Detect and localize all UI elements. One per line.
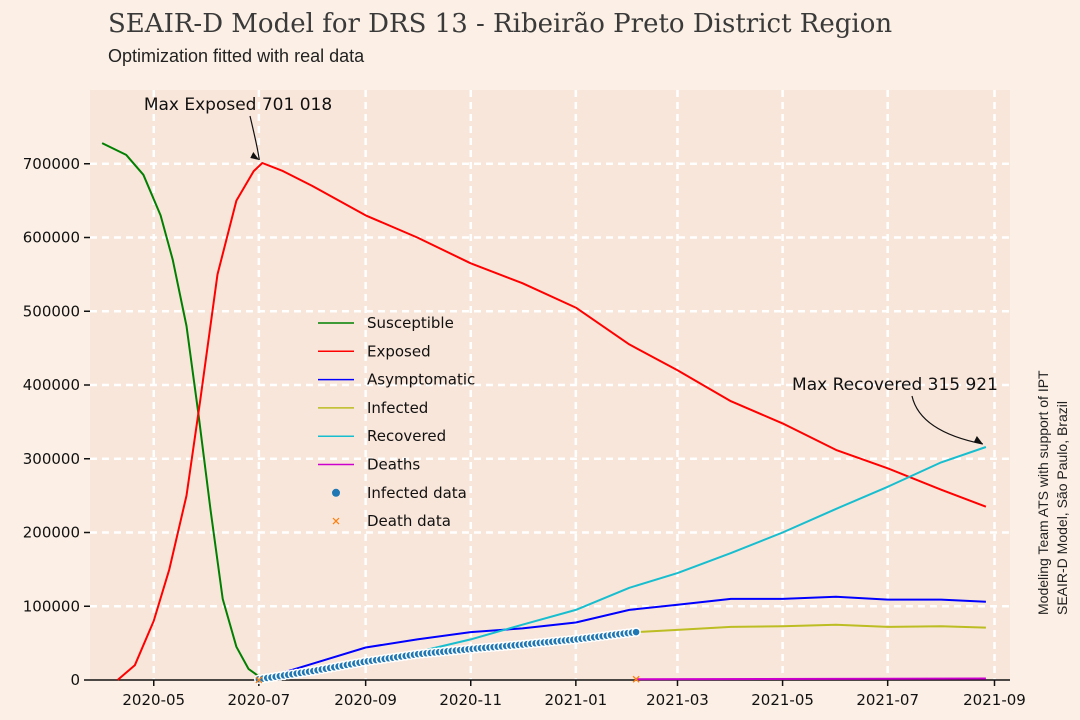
annotation-arrow [911,395,983,445]
x-tick-label: 2021-03 [646,691,709,709]
series-line-asymptomatic [258,595,986,681]
legend-swatch [332,517,340,525]
x-tick-label: 2021-05 [751,691,814,709]
series-line-infected [636,623,986,634]
x-tick-label: 2021-01 [544,691,607,709]
x-tick-label: 2020-07 [227,691,290,709]
data-point-infected-data [631,627,641,637]
series-line-deaths [636,677,986,681]
legend-label: Deaths [367,456,420,474]
annotation-label: Max Recovered 315 921 [792,375,998,395]
legend-label: Death data [367,512,451,530]
side-note-line1: Modeling Team ATS with support of IPT [1035,370,1051,615]
side-note-line2: SEAIR-D Model, São Paulo, Brazil [1054,401,1070,615]
series-line-susceptible [101,142,260,678]
chart-subtitle: Optimization fitted with real data [108,46,365,66]
y-tick-label: 400000 [23,376,80,394]
x-tick-label: 2021-09 [963,691,1026,709]
y-tick-label: 0 [70,671,80,689]
x-tick-label: 2020-09 [334,691,397,709]
chart-title: SEAIR-D Model for DRS 13 - Ribeirão Pret… [108,9,892,39]
annotations: Max Exposed 701 018 Max Recovered 315 921 [144,95,998,445]
legend-swatch [332,488,340,497]
y-tick-label: 600000 [23,229,80,247]
legend-label: Exposed [367,342,431,360]
annotation-arrowhead [973,436,983,445]
legend-label: Recovered [367,427,446,445]
y-tick-label: 100000 [23,597,80,615]
series-line-exposed [116,162,987,681]
grid [90,90,1010,680]
y-axis: 0 100000 200000 300000 400000 500000 600000 700… [23,155,90,689]
legend-label: Asymptomatic [367,371,475,389]
series-layer [101,142,987,685]
y-tick-label: 300000 [23,450,80,468]
data-point-death-data [632,675,640,683]
x-axis: 2020-05 2020-07 2020-09 2020-11 2021-01 2021-… [90,679,1026,709]
y-tick-label: 500000 [23,302,80,320]
data-point-death-data [255,676,263,684]
x-tick-label: 2020-11 [439,691,502,709]
x-tick-label: 2021-07 [856,691,919,709]
legend-label: Infected data [367,484,467,502]
legend: Susceptible Exposed Asymptomatic Infected Re… [318,314,475,530]
y-tick-label: 200000 [23,524,80,542]
x-tick-label: 2020-05 [122,691,185,709]
legend-label: Infected [367,399,428,417]
annotation-arrow [249,115,260,161]
y-tick-label: 700000 [23,155,80,173]
annotation-label: Max Exposed 701 018 [144,95,332,115]
legend-label: Susceptible [367,314,454,332]
annotation-arrowhead [250,151,260,160]
